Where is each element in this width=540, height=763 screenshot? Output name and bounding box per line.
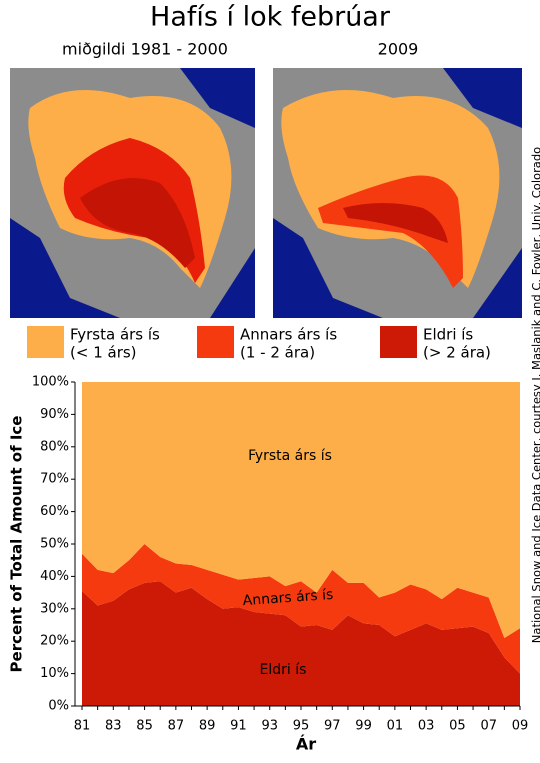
y-tick-label: 0% bbox=[48, 699, 69, 714]
y-axis-label: Percent of Total Amount of Ice bbox=[8, 416, 26, 673]
x-tick-label: 03 bbox=[418, 719, 435, 734]
y-tick-label: 80% bbox=[40, 439, 69, 454]
x-tick-label: 87 bbox=[168, 719, 185, 734]
x-tick-label: 89 bbox=[199, 719, 216, 734]
legend-label: Eldri ís bbox=[423, 326, 473, 344]
legend-sublabel: (> 2 ára) bbox=[423, 344, 491, 362]
legend-swatch bbox=[27, 326, 64, 358]
legend-swatch bbox=[380, 326, 417, 358]
credit: National Snow and Ice Data Center, court… bbox=[530, 147, 540, 643]
y-tick-label: 30% bbox=[40, 601, 69, 616]
y-tick-label: 60% bbox=[40, 504, 69, 519]
x-tick-label: 95 bbox=[293, 719, 310, 734]
legend-sublabel: (< 1 árs) bbox=[70, 344, 137, 362]
x-tick-label: 83 bbox=[105, 719, 122, 734]
legend-swatch bbox=[197, 326, 234, 358]
y-tick-label: 100% bbox=[32, 375, 69, 390]
x-tick-label: 93 bbox=[261, 719, 278, 734]
map bbox=[273, 68, 522, 318]
x-tick-label: 01 bbox=[387, 719, 404, 734]
map-caption: miðgildi 1981 - 2000 bbox=[62, 40, 228, 59]
y-tick-label: 50% bbox=[40, 537, 69, 552]
x-tick-label: 09 bbox=[512, 719, 529, 734]
y-tick-label: 10% bbox=[40, 666, 69, 681]
x-tick-label: 99 bbox=[355, 719, 372, 734]
page-title: Hafís í lok febrúar bbox=[150, 2, 391, 33]
x-axis-label: Ár bbox=[296, 735, 316, 754]
x-tick-label: 91 bbox=[230, 719, 247, 734]
y-tick-label: 20% bbox=[40, 634, 69, 649]
legend-label: Fyrsta árs ís bbox=[70, 326, 160, 344]
legend-label: Annars árs ís bbox=[240, 326, 337, 344]
map-caption: 2009 bbox=[378, 40, 419, 59]
y-tick-label: 40% bbox=[40, 569, 69, 584]
x-tick-label: 81 bbox=[74, 719, 91, 734]
x-tick-label: 05 bbox=[449, 719, 466, 734]
area-label: Fyrsta árs ís bbox=[248, 448, 332, 464]
map bbox=[10, 68, 255, 318]
y-tick-label: 70% bbox=[40, 472, 69, 487]
area-label: Eldri ís bbox=[260, 662, 307, 678]
x-tick-label: 07 bbox=[480, 719, 497, 734]
legend: Fyrsta árs ís(< 1 árs) Annars árs ís(1 - … bbox=[27, 326, 491, 362]
y-tick-label: 90% bbox=[40, 407, 69, 422]
x-tick-label: 97 bbox=[324, 719, 341, 734]
legend-sublabel: (1 - 2 ára) bbox=[240, 344, 315, 362]
x-tick-label: 85 bbox=[136, 719, 153, 734]
